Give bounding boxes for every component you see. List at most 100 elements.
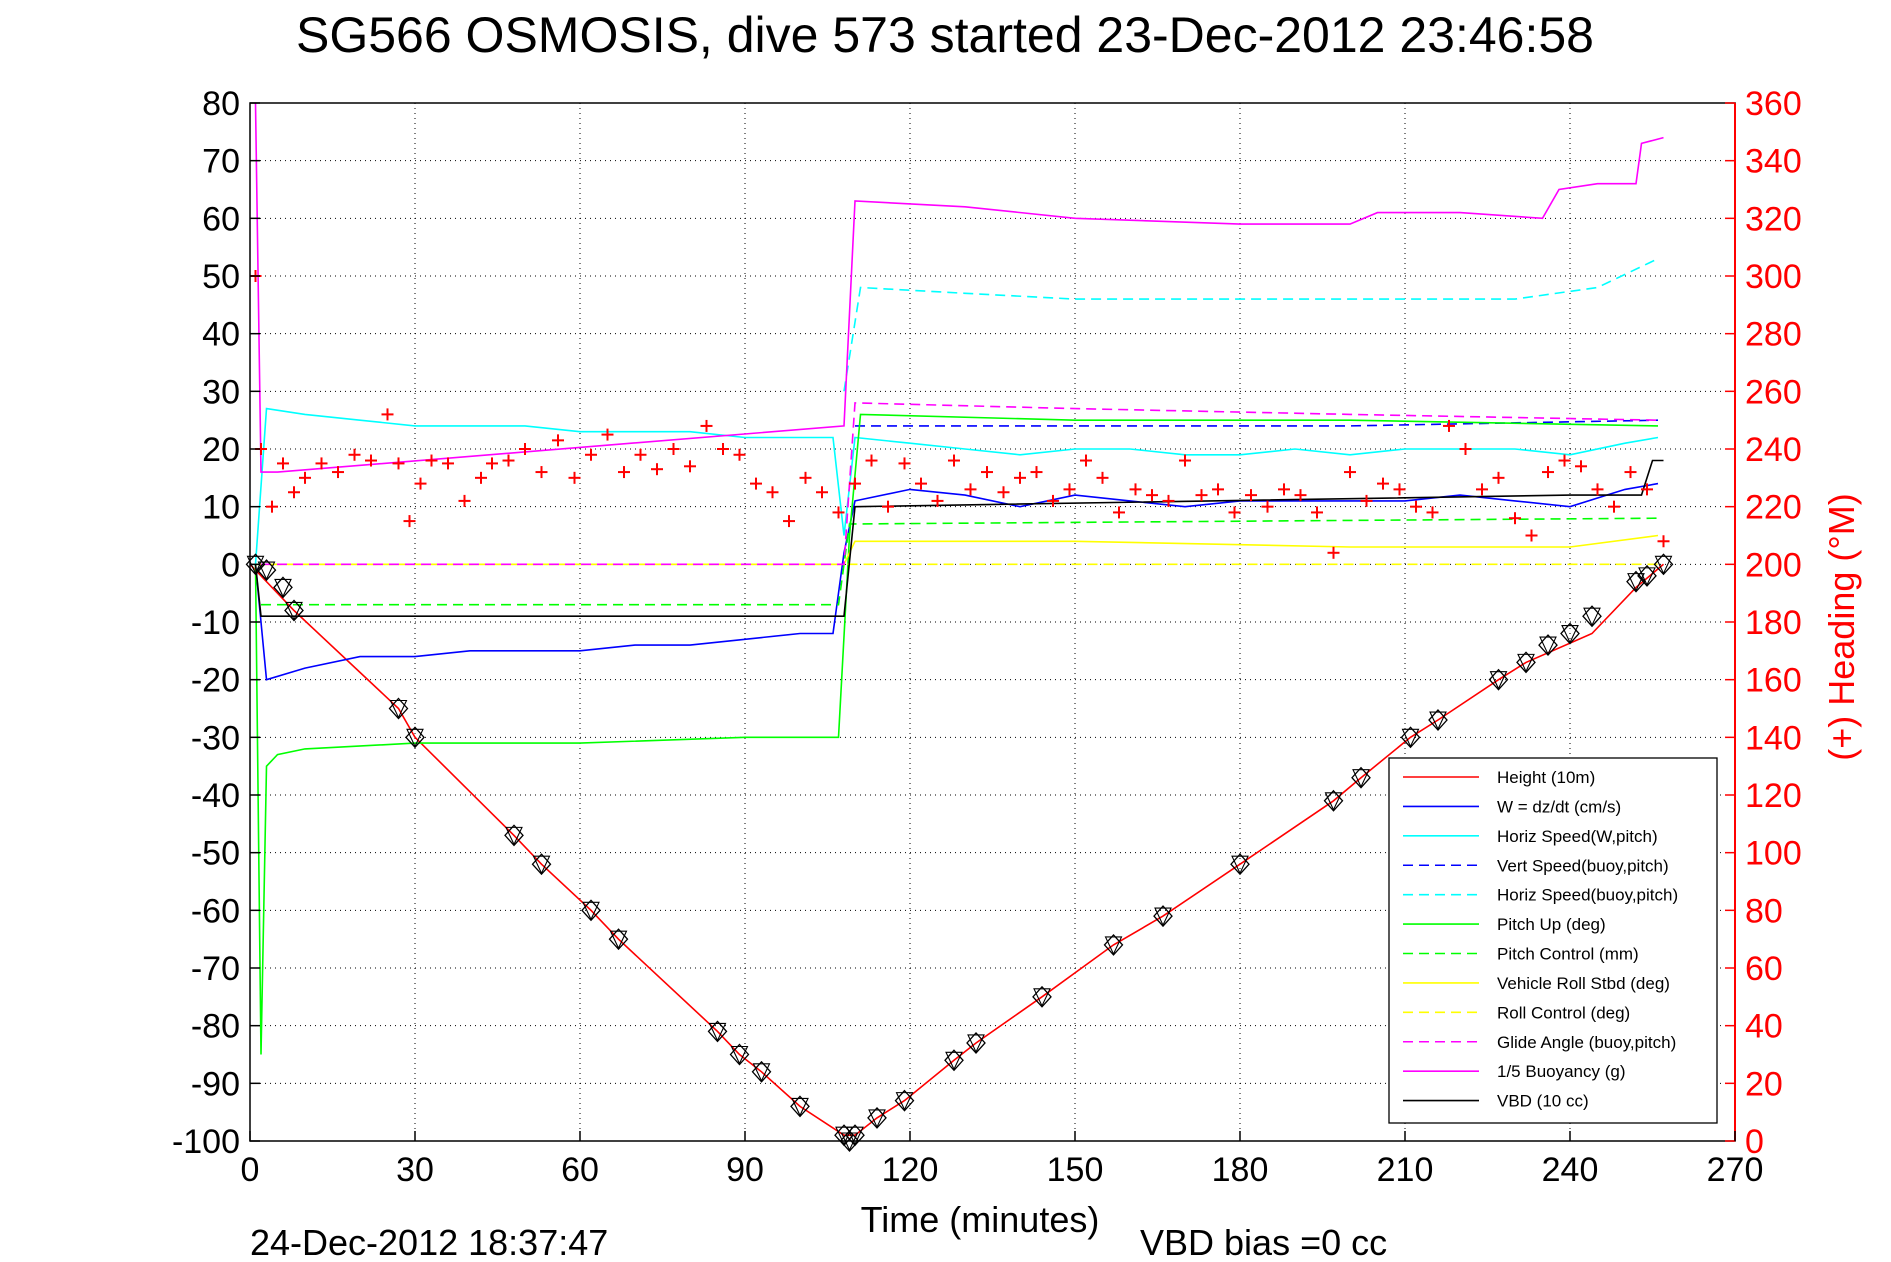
height-sample-marker: [729, 1043, 750, 1066]
legend-entry-2: Horiz Speed(W,pitch): [1497, 827, 1658, 846]
legend-entry-6: Pitch Control (mm): [1497, 945, 1639, 964]
heading-point: [1096, 471, 1109, 484]
height-sample-marker: [1428, 709, 1448, 732]
heading-point: [1014, 471, 1026, 484]
heading-point: [1030, 466, 1043, 479]
height-sample-marker: [894, 1089, 915, 1112]
height-sample-marker: [1230, 853, 1250, 876]
x-tick-label: 240: [1542, 1151, 1599, 1189]
legend-entry-1: W = dz/dt (cm/s): [1497, 797, 1621, 816]
heading-point: [981, 466, 993, 479]
heading-point: [1344, 466, 1356, 479]
height-sample-marker: [504, 824, 524, 847]
marker-triangle: [945, 1051, 963, 1071]
x-axis-label: Time (minutes): [861, 1199, 1100, 1240]
y-tick-label: -30: [191, 719, 240, 757]
x-tick-label: 150: [1047, 1151, 1104, 1189]
heading-point: [816, 486, 828, 499]
heading-point: [1278, 483, 1290, 496]
y-right-tick-label: 20: [1745, 1065, 1783, 1103]
marker-triangle: [1324, 792, 1343, 812]
series-line-1: [254, 482, 1659, 681]
y-right-tick-label: 80: [1745, 892, 1783, 930]
heading-point: [799, 471, 812, 484]
y-tick-label: -50: [191, 835, 240, 873]
height-sample-marker: [388, 697, 409, 720]
marker-triangle: [1489, 671, 1508, 690]
series-line-11: [254, 459, 1664, 618]
height-sample-marker: [1516, 651, 1536, 674]
legend-entry-9: Glide Angle (buoy,pitch): [1497, 1033, 1676, 1052]
heading-point: [948, 454, 960, 467]
series-line-0: [249, 563, 1665, 1136]
height-sample-marker: [1153, 905, 1173, 928]
heading-point: [315, 457, 328, 470]
x-tick-label: 90: [726, 1151, 764, 1189]
x-tick-label: 0: [241, 1151, 260, 1189]
marker-triangle: [895, 1092, 914, 1111]
heading-point: [1393, 483, 1406, 496]
heading-point: [717, 443, 729, 455]
legend-entry-10: 1/5 Buoyancy (g): [1497, 1062, 1626, 1081]
y-right-tick-label: 60: [1745, 950, 1783, 988]
heading-point: [964, 483, 977, 496]
marker-triangle: [1583, 607, 1601, 627]
heading-point: [865, 454, 878, 467]
marker-triangle: [609, 930, 628, 950]
y-right-tick-label: 140: [1745, 719, 1802, 757]
heading-point: [392, 457, 405, 470]
y-right-tick-label: 280: [1745, 316, 1802, 354]
height-sample-marker: [531, 853, 552, 876]
heading-point: [750, 477, 762, 490]
height-sample-marker: [790, 1095, 810, 1118]
legend-entry-11: VBD (10 cc): [1497, 1092, 1589, 1111]
height-sample-marker: [1351, 766, 1371, 789]
heading-point: [1146, 489, 1158, 502]
y-tick-label: -60: [191, 892, 240, 930]
series-line-9: [261, 402, 1659, 566]
heading-point: [1492, 471, 1505, 484]
height-sample-marker: [867, 1106, 887, 1129]
marker-triangle: [257, 561, 276, 581]
marker-triangle: [1539, 636, 1557, 656]
marker-triangle: [1627, 573, 1645, 592]
height-sample-marker: [1488, 668, 1509, 691]
height-sample-marker: [1637, 564, 1657, 587]
height-sample-marker: [1626, 570, 1646, 593]
heading-point: [634, 448, 647, 461]
y-tick-label: 50: [202, 258, 240, 296]
heading-point: [898, 457, 911, 470]
heading-point: [1245, 489, 1257, 502]
x-tick-label: 60: [561, 1151, 599, 1189]
y-tick-labels-right: 3603403203002802602402202001801601401201…: [1725, 85, 1802, 1161]
heading-point: [1080, 454, 1092, 467]
heading-point: [365, 454, 377, 467]
y-tick-label: 60: [202, 200, 240, 238]
legend: Height (10m) W = dz/dt (cm/s) Horiz Speed(…: [1388, 757, 1718, 1124]
heading-point: [832, 506, 845, 519]
heading-point: [442, 457, 454, 470]
legend-entry-5: Pitch Up (deg): [1497, 915, 1606, 934]
y-tick-label: 40: [202, 316, 240, 354]
heading-point: [568, 471, 581, 484]
y-right-tick-label: 300: [1745, 258, 1802, 296]
y-right-tick-label: 180: [1745, 604, 1802, 642]
series-line-10: [254, 102, 1664, 473]
marker-triangle: [846, 1126, 864, 1146]
heading-point: [1377, 477, 1389, 490]
marker-triangle: [532, 855, 551, 875]
heading-point: [403, 515, 416, 528]
series-line-5: [254, 413, 1659, 1055]
height-sample-marker: [256, 559, 277, 582]
y-tick-label: -80: [191, 1008, 240, 1046]
x-tick-label: 270: [1707, 1151, 1764, 1189]
y-right-tick-label: 320: [1745, 200, 1802, 238]
heading-point: [552, 434, 564, 447]
legend-entry-3: Vert Speed(buoy,pitch): [1497, 856, 1669, 875]
marker-triangle: [1561, 624, 1579, 644]
heading-point: [601, 428, 614, 441]
heading-point: [931, 494, 944, 507]
marker-triangle: [274, 578, 292, 598]
heading-point: [1641, 483, 1653, 496]
heading-point: [475, 471, 487, 484]
